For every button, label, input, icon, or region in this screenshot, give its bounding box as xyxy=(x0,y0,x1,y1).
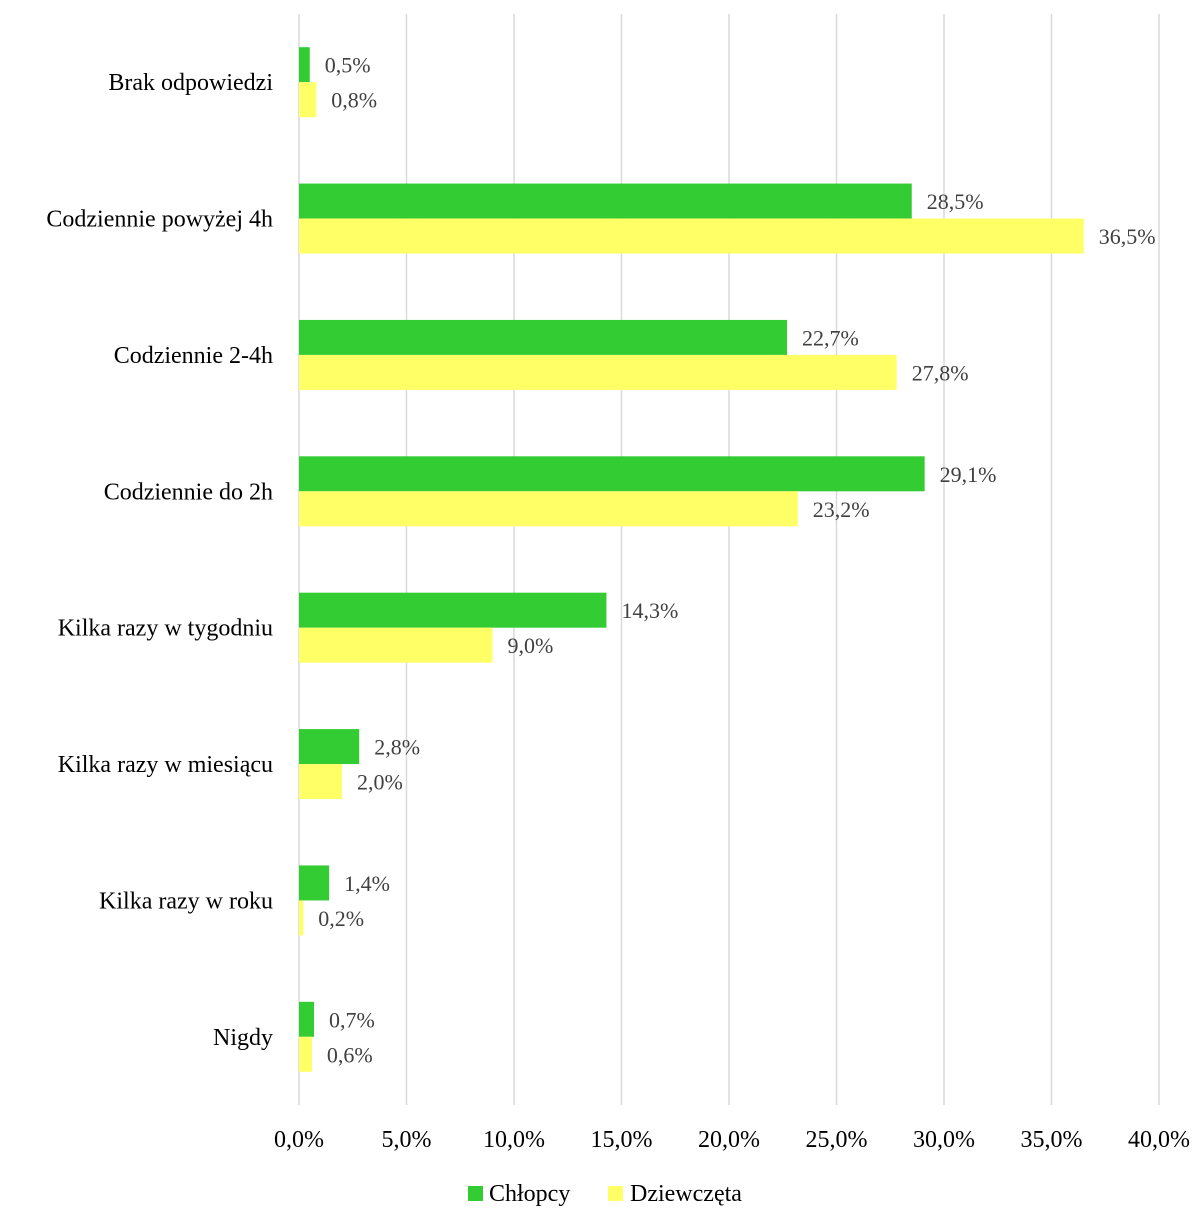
x-tick-label: 25,0% xyxy=(806,1127,868,1153)
x-tick-label: 5,0% xyxy=(382,1127,432,1153)
bar-chlopcy xyxy=(299,729,360,765)
x-tick-label: 20,0% xyxy=(698,1127,760,1153)
category-label: Kilka razy w miesiącu xyxy=(58,752,273,778)
category-label: Nigdy xyxy=(213,1025,273,1051)
category-label: Codziennie powyżej 4h xyxy=(46,207,273,233)
bar-dziewczeta xyxy=(299,218,1084,254)
bar-dziewczeta xyxy=(299,354,897,390)
bar-chlopcy xyxy=(299,592,607,628)
x-tick-label: 35,0% xyxy=(1021,1127,1083,1153)
data-label: 27,8% xyxy=(912,360,969,385)
x-tick-label: 40,0% xyxy=(1128,1127,1190,1153)
data-label: 14,3% xyxy=(621,598,678,623)
data-labels: 0,5% 0,8% 28,5% 36,5% 22,7% 27,8% 29,1% 23,2% 14… xyxy=(318,53,1155,1068)
data-label: 1,4% xyxy=(344,871,390,896)
bar-dziewczeta xyxy=(299,1036,312,1072)
data-label: 0,2% xyxy=(318,906,364,931)
x-axis-tick-labels: 0,0% 5,0% 10,0% 15,0% 20,0% 25,0% 30,0% 35,0% 40… xyxy=(274,1127,1190,1153)
x-tick-label: 10,0% xyxy=(483,1127,545,1153)
x-tick-label: 30,0% xyxy=(913,1127,975,1153)
bar-dziewczeta xyxy=(299,900,304,936)
data-label: 9,0% xyxy=(508,633,554,658)
bar-chlopcy xyxy=(299,47,310,83)
gridlines xyxy=(298,14,1160,1105)
data-label: 28,5% xyxy=(927,189,984,214)
category-labels: Brak odpowiedzi Codziennie powyżej 4h Codz… xyxy=(46,70,273,1051)
category-label: Kilka razy w roku xyxy=(99,888,273,914)
legend-swatch xyxy=(608,1186,623,1201)
bar-dziewczeta xyxy=(299,491,798,527)
bar-chlopcy xyxy=(299,456,925,492)
legend-label: Chłopcy xyxy=(489,1181,570,1207)
data-label: 22,7% xyxy=(802,325,859,350)
data-label: 0,5% xyxy=(325,53,371,78)
data-label: 2,0% xyxy=(357,770,403,795)
data-label: 2,8% xyxy=(374,735,420,760)
data-label: 0,8% xyxy=(331,88,377,113)
data-label: 29,1% xyxy=(940,462,997,487)
category-label: Kilka razy w tygodniu xyxy=(58,616,273,642)
bar-chlopcy xyxy=(299,183,912,219)
legend-label: Dziewczęta xyxy=(630,1181,742,1207)
legend-swatch xyxy=(468,1186,483,1201)
category-label: Brak odpowiedzi xyxy=(108,70,273,96)
x-tick-label: 0,0% xyxy=(274,1127,324,1153)
bar-chlopcy xyxy=(299,319,788,355)
bar-chlopcy xyxy=(299,1001,315,1037)
bars xyxy=(299,47,1084,1072)
bar-chlopcy xyxy=(299,865,330,901)
data-label: 0,7% xyxy=(329,1007,375,1032)
bar-dziewczeta xyxy=(299,764,342,800)
x-tick-label: 15,0% xyxy=(591,1127,653,1153)
bar-dziewczeta xyxy=(299,82,317,118)
legend: Chłopcy Dziewczęta xyxy=(468,1181,742,1207)
category-label: Codziennie do 2h xyxy=(104,479,273,505)
data-label: 36,5% xyxy=(1099,224,1156,249)
bar-dziewczeta xyxy=(299,627,493,663)
data-label: 0,6% xyxy=(327,1042,373,1067)
category-label: Codziennie 2-4h xyxy=(114,343,273,369)
data-label: 23,2% xyxy=(813,497,870,522)
